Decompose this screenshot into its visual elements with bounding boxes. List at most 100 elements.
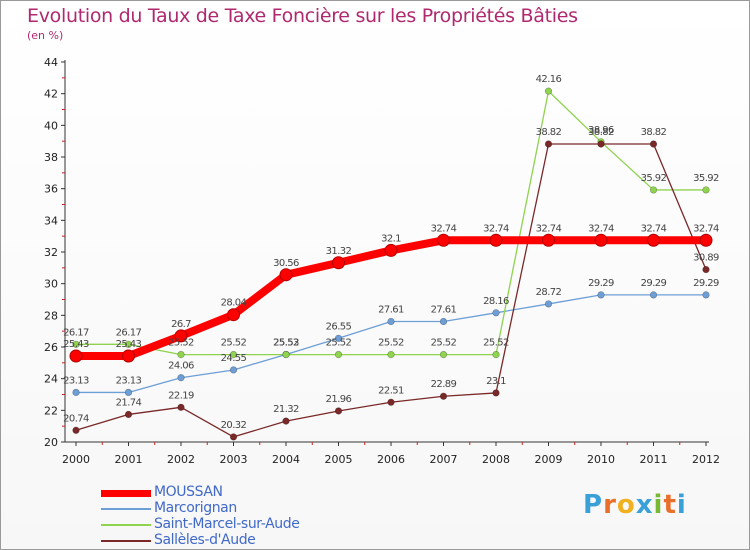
data-label: 25.52 (273, 338, 299, 349)
data-point (177, 374, 185, 382)
data-point (702, 265, 710, 274)
data-label: 32.74 (693, 223, 719, 234)
data-label: 21.74 (116, 397, 142, 408)
data-label: 24.06 (168, 361, 194, 372)
data-point (227, 308, 240, 322)
data-label: 27.61 (431, 305, 457, 316)
y-tick-label: 38 (44, 151, 58, 164)
data-label: 25.53 (273, 337, 299, 348)
data-point (122, 349, 135, 363)
data-point (649, 186, 658, 194)
data-label: 22.51 (378, 385, 404, 396)
data-point (387, 317, 395, 326)
logo-letter: P (583, 490, 604, 520)
legend-item: MOUSSAN (101, 484, 361, 501)
data-point (647, 233, 660, 247)
data-label: 25.52 (431, 338, 457, 349)
logo-letter: i (653, 490, 664, 520)
data-label: 29.29 (641, 278, 667, 289)
data-point (594, 233, 608, 247)
data-point (279, 268, 293, 282)
y-tick-label: 44 (44, 56, 58, 69)
x-tick-label: 2007 (430, 453, 458, 466)
logo-letter: x (635, 490, 654, 520)
data-label: 25.52 (168, 338, 194, 349)
data-label: 26.17 (63, 327, 89, 338)
legend-label: MOUSSAN (154, 484, 223, 500)
legend-item: Marcorignan (101, 500, 361, 517)
data-label: 32.1 (381, 233, 401, 244)
data-label: 25.43 (116, 339, 142, 350)
data-point (492, 389, 500, 397)
logo-letter: t (663, 490, 677, 520)
data-point (334, 407, 343, 415)
legend-label: Marcorignan (154, 500, 237, 516)
x-tick-label: 2009 (535, 453, 563, 466)
data-label: 22.19 (168, 390, 194, 401)
data-label: 22.89 (431, 379, 457, 390)
x-tick-label: 2012 (692, 453, 720, 466)
data-label: 24.55 (221, 353, 247, 364)
x-tick-label: 2000 (62, 453, 90, 466)
y-tick-label: 24 (44, 373, 58, 386)
y-tick-label: 34 (44, 214, 58, 227)
data-point (282, 351, 290, 359)
y-tick-label: 26 (44, 341, 58, 354)
data-label: 30.89 (693, 253, 719, 264)
proxiti-logo: Proxiti (583, 490, 687, 520)
chart-axes: 20 22 24 26 28 30 32 34 36 38 40 42 44 2000 2001 2002 20… (44, 56, 720, 466)
y-tick-label: 32 (44, 246, 58, 259)
data-point (334, 351, 343, 359)
data-label: 38.82 (588, 127, 614, 138)
data-point (649, 140, 658, 148)
data-point (282, 417, 290, 425)
data-labels: 23.13 23.13 24.06 24.55 25.53 26.55 27.61 27.61… (63, 74, 719, 431)
data-point (597, 291, 605, 299)
data-point (544, 87, 553, 95)
data-point (229, 366, 238, 374)
data-point (124, 340, 133, 348)
data-point (69, 349, 83, 363)
data-point (649, 291, 658, 299)
y-tick-label: 28 (44, 309, 58, 322)
chart-unit-label: (en %) (27, 29, 64, 42)
series-markers (69, 87, 713, 441)
data-point (544, 140, 553, 148)
data-point (437, 233, 450, 247)
data-label: 29.29 (588, 278, 614, 289)
data-label: 38.82 (641, 127, 667, 138)
x-tick-label: 2001 (115, 453, 143, 466)
data-label: 25.52 (221, 338, 247, 349)
data-point (702, 186, 710, 194)
data-point (439, 351, 448, 359)
data-label: 29.29 (693, 278, 719, 289)
legend-item: Saint-Marcel-sur-Aude (101, 516, 361, 533)
y-tick-label: 30 (44, 278, 58, 291)
data-point (334, 334, 343, 342)
data-point (174, 329, 188, 343)
legend-swatch (101, 540, 151, 542)
data-label: 35.92 (641, 173, 667, 184)
data-point (72, 426, 80, 434)
x-tick-label: 2011 (640, 453, 668, 466)
data-label: 20.32 (221, 420, 247, 431)
data-point (229, 433, 238, 441)
legend-swatch (101, 524, 151, 526)
data-label: 32.74 (641, 223, 667, 234)
data-label: 23.13 (116, 375, 142, 386)
data-label: 25.43 (63, 339, 89, 350)
x-tick-label: 2008 (482, 453, 510, 466)
data-label: 31.32 (326, 246, 352, 257)
data-label: 26.17 (116, 327, 142, 338)
data-point (439, 392, 448, 400)
data-label: 25.52 (378, 338, 404, 349)
y-tick-label: 42 (44, 88, 58, 101)
legend-swatch (101, 508, 151, 510)
data-label: 25.52 (326, 338, 352, 349)
data-label: 42.16 (536, 74, 562, 85)
data-point (492, 351, 500, 359)
chart-legend: MOUSSAN Marcorignan Saint-Marcel-sur-Aud… (101, 484, 361, 549)
data-point (597, 140, 605, 148)
data-label: 35.92 (693, 173, 719, 184)
